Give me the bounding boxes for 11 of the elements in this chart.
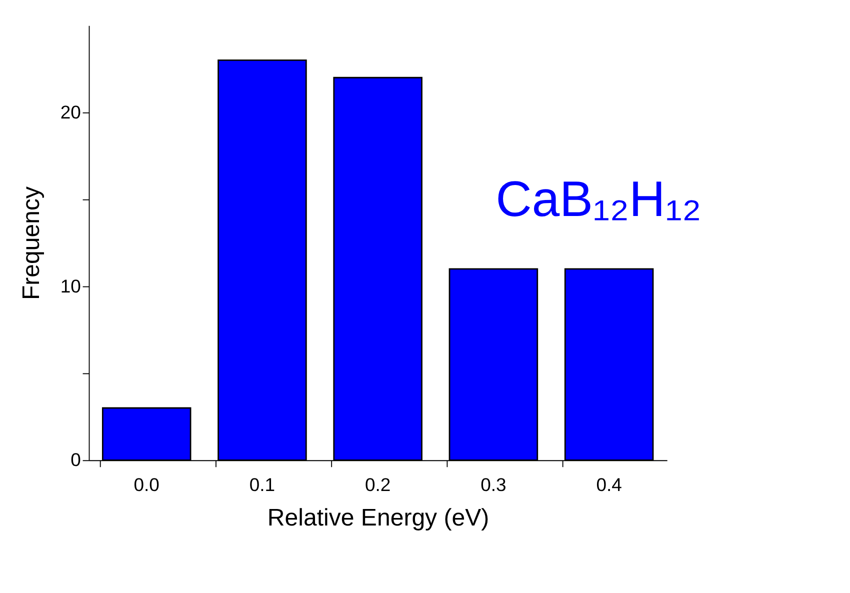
- annotation: CaB₁₂H₁₂: [496, 170, 702, 227]
- y-tick-label: 20: [60, 101, 81, 122]
- y-tick-label: 0: [70, 449, 81, 470]
- x-tick-label: 0.1: [249, 474, 276, 496]
- y-tick-label: 10: [60, 275, 81, 296]
- x-axis-title: Relative Energy (eV): [267, 504, 490, 532]
- x-tick-label: 0.4: [596, 474, 622, 496]
- x-tick-label: 0.0: [134, 474, 160, 496]
- x-tick-label: 0.3: [480, 474, 506, 496]
- y-axis-title: Frequency: [18, 186, 46, 300]
- x-tick-label: 0.2: [364, 474, 391, 496]
